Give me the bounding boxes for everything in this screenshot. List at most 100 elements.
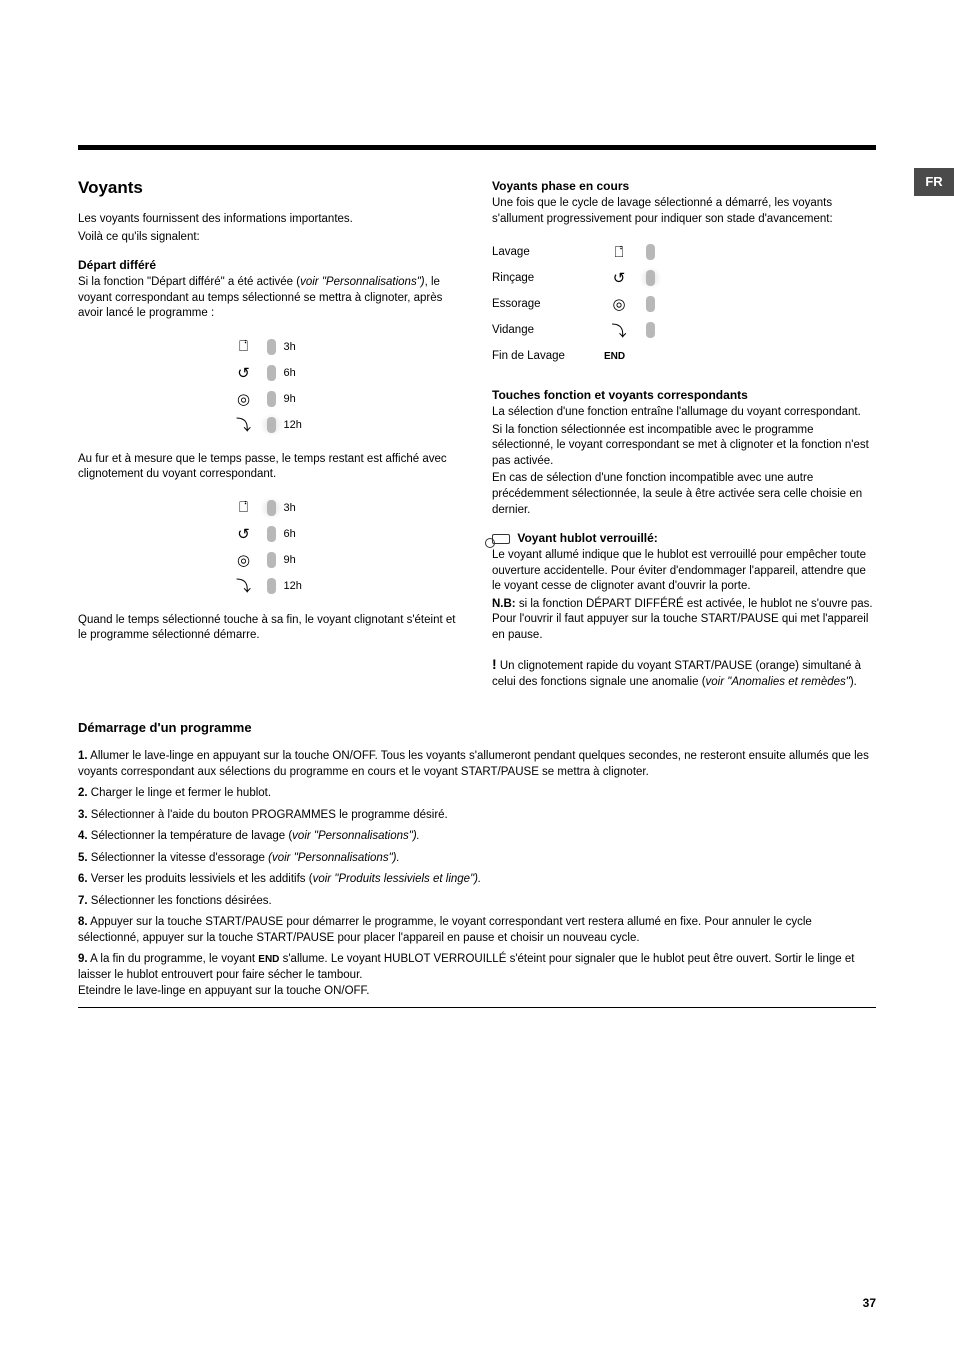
step-item: 5. Sélectionner la vitesse d'essorage (v… bbox=[78, 851, 876, 867]
step-item: 2. Charger le linge et fermer le hublot. bbox=[78, 786, 876, 802]
phase-icon: ⤵ bbox=[229, 575, 259, 596]
touches-heading: Touches fonction et voyants correspondan… bbox=[492, 387, 876, 403]
language-tab: FR bbox=[914, 168, 954, 196]
step-number: 9. bbox=[78, 953, 88, 965]
step-text: Charger le linge et fermer le hublot. bbox=[91, 787, 271, 799]
two-column-layout: Voyants Les voyants fournissent des info… bbox=[78, 178, 876, 692]
step-italic: voir "Produits lessiviels et linge"). bbox=[313, 873, 482, 885]
step-item: 4. Sélectionner la température de lavage… bbox=[78, 829, 876, 845]
delay-row: ⎕̇̇ 3h bbox=[200, 334, 340, 360]
phase-row: Rinçage ↺ bbox=[492, 265, 876, 291]
delay-row: ↺6h bbox=[200, 521, 340, 547]
step-text: Allumer le lave-linge en appuyant sur la… bbox=[78, 750, 869, 778]
delay-label: 6h bbox=[284, 528, 312, 540]
depart-paragraph: Si la fonction "Départ différé" a été ac… bbox=[78, 275, 462, 322]
delay-label: 12h bbox=[284, 580, 312, 592]
step-text: Sélectionner les fonctions désirées. bbox=[91, 895, 272, 907]
step-italic: voir "Personnalisations"). bbox=[292, 830, 420, 842]
depart-text-a: Si la fonction "Départ différé" a été ac… bbox=[78, 276, 300, 288]
indicator-pill bbox=[267, 365, 276, 381]
step-number: 2. bbox=[78, 787, 88, 799]
indicator-pill bbox=[267, 417, 276, 433]
depart-heading: Départ différé bbox=[78, 257, 462, 273]
delay-row: ⎕̇̇3h bbox=[200, 495, 340, 521]
step-text: Sélectionner à l'aide du bouton PROGRAMM… bbox=[91, 809, 448, 821]
delay-row: ⤵ 12h bbox=[200, 412, 340, 438]
phase-label: Rinçage bbox=[492, 272, 592, 284]
step-italic: (voir "Personnalisations"). bbox=[268, 852, 400, 864]
step-text: Appuyer sur la touche START/PAUSE pour d… bbox=[78, 916, 812, 944]
indicator-pill bbox=[646, 270, 655, 286]
delay-row: ↺ 6h bbox=[200, 360, 340, 386]
indicator-pill bbox=[646, 244, 655, 260]
phase-row: Fin de Lavage END bbox=[492, 343, 876, 369]
step-item: 7. Sélectionner les fonctions désirées. bbox=[78, 894, 876, 910]
warning-end: ). bbox=[850, 676, 857, 688]
hublot-nb: N.B: si la fonction DÉPART DIFFÉRÉ est a… bbox=[492, 597, 876, 644]
touches-block: Touches fonction et voyants correspondan… bbox=[492, 387, 876, 518]
step-item: 8. Appuyer sur la touche START/PAUSE pou… bbox=[78, 915, 876, 946]
left-column: Voyants Les voyants fournissent des info… bbox=[78, 178, 462, 692]
phase-icon: ⎕̇̇ bbox=[229, 338, 259, 355]
step-item: 1. Allumer le lave-linge en appuyant sur… bbox=[78, 749, 876, 780]
hublot-heading-text: Voyant hublot verrouillé: bbox=[517, 531, 657, 545]
phase-label: Vidange bbox=[492, 324, 592, 336]
depart-differe-block: Départ différé Si la fonction "Départ di… bbox=[78, 257, 462, 322]
step-text: Verser les produits lessiviels et les ad… bbox=[91, 873, 313, 885]
end-text: END bbox=[604, 351, 625, 362]
intro-line1: Les voyants fournissent des informations… bbox=[78, 212, 462, 228]
touches-p1: La sélection d'une fonction entraîne l'a… bbox=[492, 405, 876, 421]
delay-label: 3h bbox=[284, 341, 312, 353]
step-number: 3. bbox=[78, 809, 88, 821]
phase-label: Essorage bbox=[492, 298, 592, 310]
indicator-pill bbox=[646, 296, 655, 312]
nb-label: N.B: bbox=[492, 598, 516, 610]
delay-label: 12h bbox=[284, 419, 312, 431]
delay-diagram-1: ⎕̇̇3h↺6h◎9h⤵12h bbox=[200, 334, 340, 438]
step-text: A la fin du programme, le voyant bbox=[90, 953, 258, 965]
step-number: 8. bbox=[78, 916, 88, 928]
depart-end-paragraph: Quand le temps sélectionné touche à sa f… bbox=[78, 613, 462, 644]
warning-paragraph: ! Un clignotement rapide du voyant START… bbox=[492, 655, 876, 690]
phase-icon: ◎ bbox=[229, 390, 259, 408]
phase-label: Lavage bbox=[492, 246, 592, 258]
bottom-rule bbox=[78, 1007, 876, 1008]
hublot-p1: Le voyant allumé indique que le hublot e… bbox=[492, 548, 876, 595]
indicator-pill bbox=[267, 500, 276, 516]
warning-italic: voir "Anomalies et remèdes" bbox=[706, 676, 850, 688]
indicator-pill bbox=[267, 578, 276, 594]
step-text-3: Eteindre le lave-linge en appuyant sur l… bbox=[78, 985, 370, 997]
touches-p3: En cas de sélection d'une fonction incom… bbox=[492, 471, 876, 518]
demarrage-heading: Démarrage d'un programme bbox=[78, 720, 876, 735]
phase-block: Voyants phase en cours Une fois que le c… bbox=[492, 178, 876, 227]
step-number: 4. bbox=[78, 830, 88, 842]
step-number: 6. bbox=[78, 873, 88, 885]
phase-label: Fin de Lavage bbox=[492, 350, 592, 362]
end-icon-inline: END bbox=[258, 954, 279, 965]
phase-icon: ↺ bbox=[229, 364, 259, 382]
indicator-pill bbox=[267, 526, 276, 542]
phase-icon: ◎ bbox=[229, 551, 259, 569]
top-rule bbox=[78, 145, 876, 150]
step-text: Sélectionner la température de lavage ( bbox=[91, 830, 292, 842]
delay-diagram-2: ⎕̇̇3h↺6h◎9h⤵12h bbox=[200, 495, 340, 599]
delay-row: ⤵ 12h bbox=[200, 573, 340, 599]
intro-line2: Voilà ce qu'ils signalent: bbox=[78, 230, 462, 246]
phase-row: Lavage⎕̇̇ bbox=[492, 239, 876, 265]
intro-block: Les voyants fournissent des informations… bbox=[78, 212, 462, 245]
touches-p2: Si la fonction sélectionnée est incompat… bbox=[492, 423, 876, 470]
delay-label: 6h bbox=[284, 367, 312, 379]
depart-middle-paragraph: Au fur et à mesure que le temps passe, l… bbox=[78, 452, 462, 483]
hublot-heading: Voyant hublot verrouillé: bbox=[492, 530, 876, 546]
indicator-pill bbox=[267, 391, 276, 407]
step-text: Sélectionner la vitesse d'essorage bbox=[91, 852, 268, 864]
step-item: 6. Verser les produits lessiviels et les… bbox=[78, 872, 876, 888]
phase-icon: ⎕̇̇ bbox=[229, 499, 259, 516]
phase-row: Essorage ◎ bbox=[492, 291, 876, 317]
phase-icon: ⤵ bbox=[229, 414, 259, 435]
phase-icon: ↺ bbox=[604, 269, 634, 287]
phase-icon: ◎ bbox=[604, 295, 634, 313]
nb-text: si la fonction DÉPART DIFFÉRÉ est activé… bbox=[492, 598, 873, 641]
indicator-pill bbox=[267, 552, 276, 568]
step-number: 5. bbox=[78, 852, 88, 864]
